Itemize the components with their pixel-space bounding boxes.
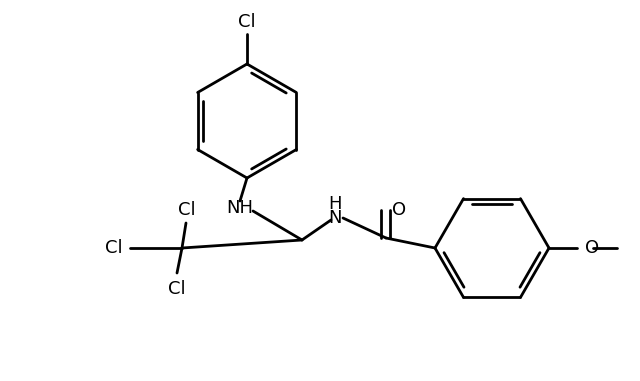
Text: O: O: [585, 239, 599, 257]
Text: N: N: [328, 209, 342, 227]
Text: Cl: Cl: [168, 280, 186, 298]
Text: Cl: Cl: [105, 239, 123, 257]
Text: Cl: Cl: [178, 201, 196, 219]
Text: H: H: [328, 195, 342, 213]
Text: NH: NH: [227, 199, 253, 217]
Text: Cl: Cl: [238, 13, 256, 31]
Text: O: O: [392, 201, 406, 219]
